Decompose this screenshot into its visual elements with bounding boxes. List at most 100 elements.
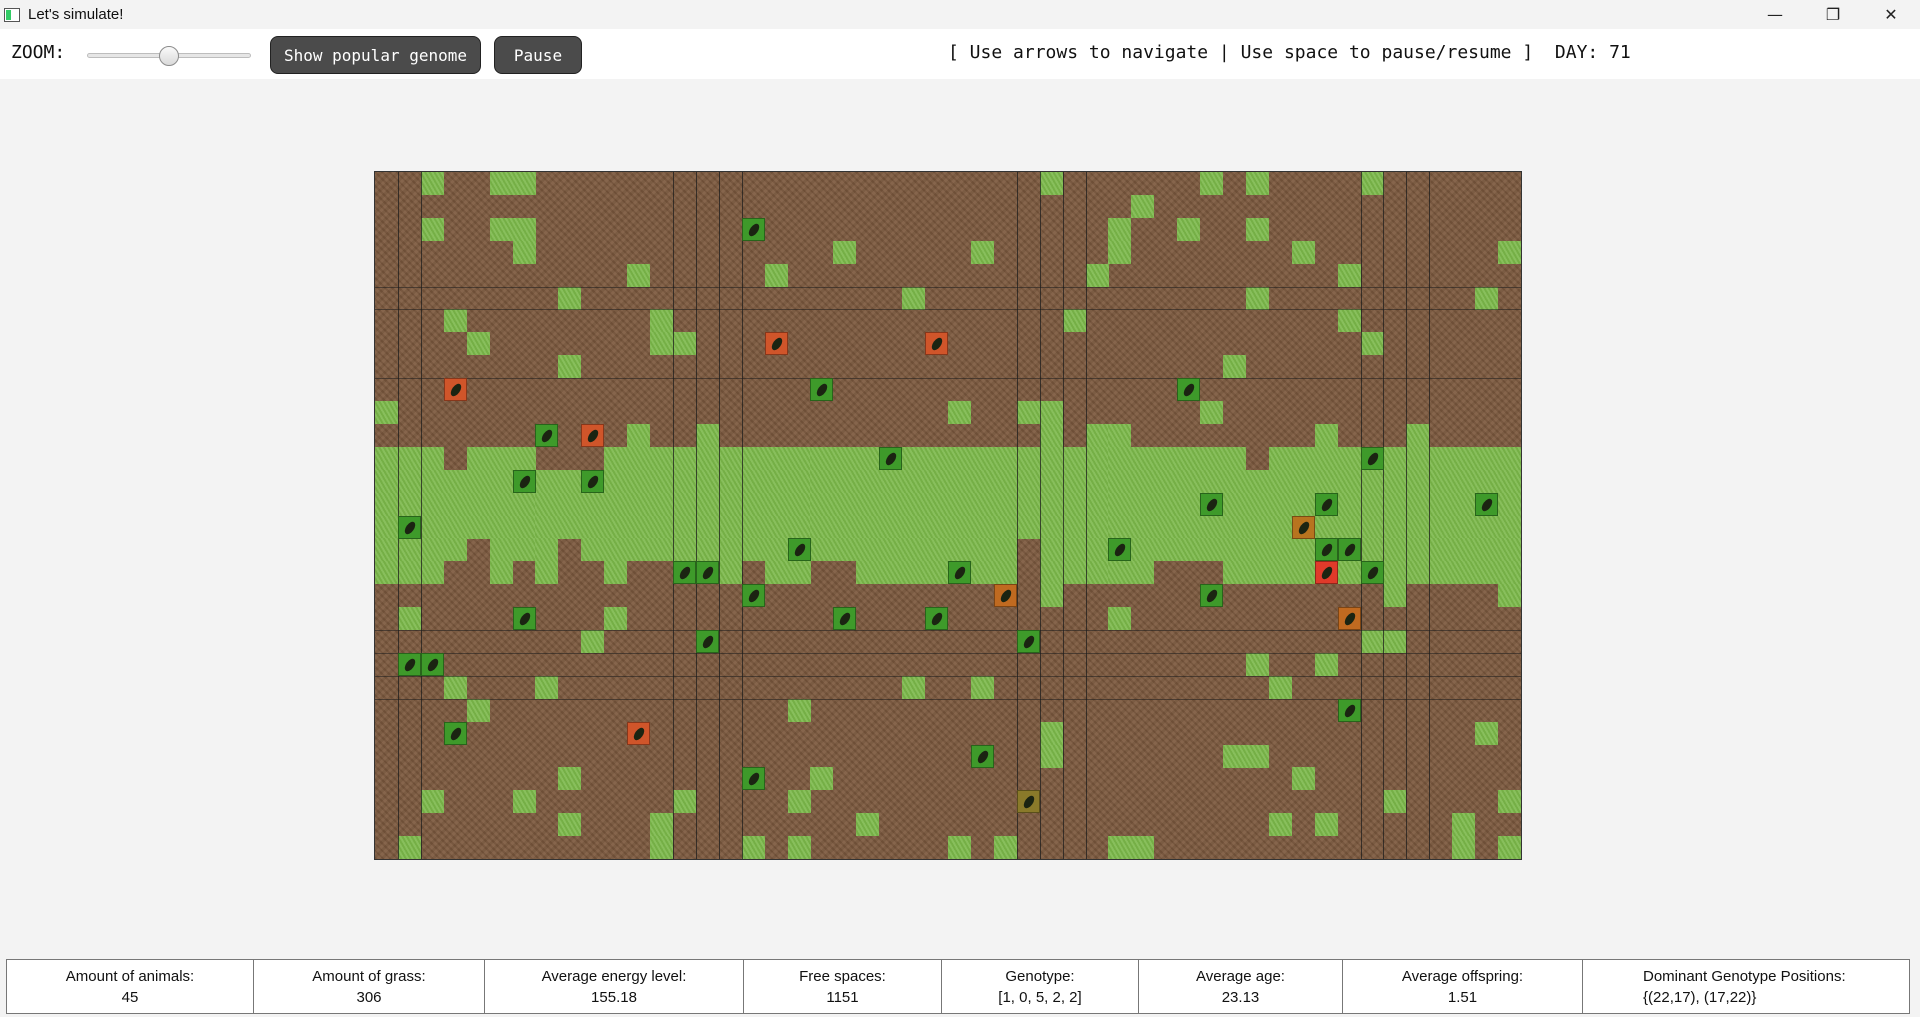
toolbar: ZOOM: Show popular genome Pause [ Use ar… — [0, 29, 1920, 79]
close-button[interactable]: ✕ — [1884, 5, 1898, 24]
animal-icon[interactable] — [397, 515, 421, 539]
grass-tile — [1200, 515, 1224, 539]
grass-tile — [1498, 469, 1521, 493]
animal-icon[interactable] — [1360, 446, 1384, 470]
minimize-button[interactable]: — — [1767, 5, 1783, 24]
animal-icon[interactable] — [741, 767, 765, 791]
grass-tile — [787, 836, 811, 859]
animal-icon[interactable] — [1360, 561, 1384, 585]
animal-icon[interactable] — [1314, 538, 1338, 562]
animal-icon[interactable] — [948, 561, 971, 585]
animal-icon[interactable] — [695, 630, 719, 653]
animal-icon[interactable] — [993, 584, 1017, 608]
grass-tile — [1291, 767, 1315, 791]
grass-tile — [1452, 492, 1476, 516]
grass-tile — [1268, 515, 1292, 539]
grass-tile — [1383, 561, 1407, 585]
stat-label: Average offspring: — [1401, 967, 1524, 985]
animal-icon[interactable] — [1291, 515, 1315, 539]
grass-tile — [1154, 492, 1178, 516]
animal-icon[interactable] — [420, 652, 444, 676]
animal-icon[interactable] — [970, 744, 994, 768]
animal-icon[interactable] — [810, 378, 834, 402]
animal-icon[interactable] — [1200, 492, 1224, 516]
animal-icon[interactable] — [879, 446, 903, 470]
grass-tile — [764, 561, 788, 585]
animal-icon[interactable] — [1016, 630, 1040, 653]
animal-icon[interactable] — [581, 423, 605, 447]
pause-button[interactable]: Pause — [494, 36, 582, 74]
animal-icon[interactable] — [1337, 607, 1361, 631]
animal-icon[interactable] — [581, 469, 605, 493]
animal-icon[interactable] — [1314, 492, 1338, 516]
animal-icon[interactable] — [535, 423, 559, 447]
grass-tile — [627, 423, 651, 447]
animal-icon[interactable] — [1337, 698, 1361, 722]
animal-icon[interactable] — [1108, 538, 1132, 562]
grass-tile — [1154, 469, 1178, 493]
grass-tile — [1039, 515, 1063, 539]
animal-icon[interactable] — [443, 721, 467, 745]
animal-icon[interactable] — [1177, 378, 1201, 402]
map-grid-line — [1406, 172, 1408, 859]
animal-icon[interactable] — [741, 584, 765, 608]
zoom-slider-thumb[interactable] — [159, 46, 179, 66]
grass-tile — [764, 469, 788, 493]
animal-icon[interactable] — [741, 217, 765, 241]
grass-tile — [512, 492, 536, 516]
grass-tile — [741, 469, 765, 493]
animal-icon[interactable] — [627, 721, 651, 745]
stat-value: [1, 0, 5, 2, 2] — [998, 988, 1082, 1006]
restore-button[interactable]: ❐ — [1825, 5, 1841, 24]
animal-icon[interactable] — [512, 469, 536, 493]
animal-icon[interactable] — [764, 332, 788, 356]
grass-tile — [1498, 836, 1521, 859]
animal-icon[interactable] — [512, 607, 536, 631]
grass-tile — [1039, 721, 1063, 745]
grass-tile — [970, 538, 994, 562]
grass-tile — [604, 607, 628, 631]
animal-icon[interactable] — [1016, 790, 1040, 814]
animal-icon[interactable] — [397, 652, 421, 676]
animal-icon[interactable] — [1475, 492, 1499, 516]
grass-tile — [1039, 469, 1063, 493]
grass-tile — [1360, 538, 1384, 562]
grass-tile — [1039, 538, 1063, 562]
animal-icon[interactable] — [1200, 584, 1224, 608]
animal-icon[interactable] — [443, 378, 467, 402]
grass-tile — [1085, 492, 1109, 516]
grass-tile — [1131, 194, 1155, 218]
animal-icon[interactable] — [1314, 561, 1338, 585]
grass-tile — [1200, 401, 1224, 424]
grass-tile — [1291, 492, 1315, 516]
grass-tile — [741, 836, 765, 859]
grass-tile — [397, 836, 421, 859]
grass-tile — [512, 240, 536, 264]
show-popular-genome-button[interactable]: Show popular genome — [270, 36, 481, 74]
grass-tile — [1452, 836, 1476, 859]
grass-tile — [1062, 515, 1086, 539]
grass-tile — [650, 515, 674, 539]
grass-tile — [581, 630, 605, 653]
grass-tile — [420, 217, 444, 241]
animal-icon[interactable] — [925, 607, 949, 631]
grass-tile — [1498, 492, 1521, 516]
grass-tile — [1200, 446, 1224, 470]
grass-tile — [1154, 446, 1178, 470]
zoom-slider[interactable] — [87, 45, 251, 67]
grass-tile — [1383, 584, 1407, 608]
grass-tile — [466, 332, 490, 356]
grass-tile — [1360, 492, 1384, 516]
grass-tile — [1200, 172, 1224, 195]
animal-icon[interactable] — [695, 561, 719, 585]
grass-tile — [1383, 515, 1407, 539]
animal-icon[interactable] — [787, 538, 811, 562]
animal-icon[interactable] — [833, 607, 857, 631]
grass-tile — [1131, 469, 1155, 493]
animal-icon[interactable] — [1337, 538, 1361, 562]
animal-icon[interactable] — [925, 332, 949, 356]
grass-tile — [420, 492, 444, 516]
animal-icon[interactable] — [672, 561, 696, 585]
grass-tile — [1223, 469, 1247, 493]
simulation-map[interactable] — [374, 171, 1522, 860]
